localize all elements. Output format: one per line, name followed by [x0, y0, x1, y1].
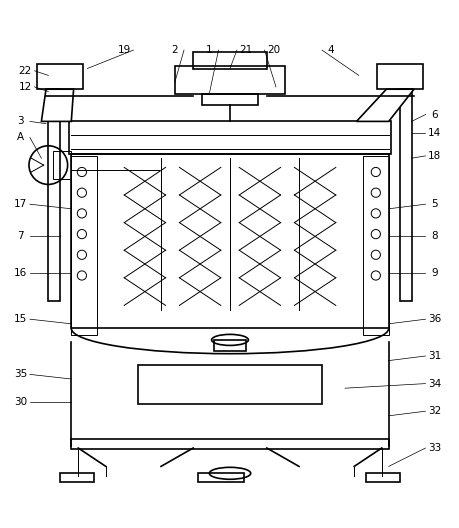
Text: 33: 33	[427, 443, 440, 453]
Text: 35: 35	[14, 370, 27, 380]
Text: 15: 15	[14, 314, 27, 324]
Text: 4: 4	[327, 45, 334, 55]
Text: 34: 34	[427, 379, 440, 389]
Text: 12: 12	[19, 82, 32, 92]
Bar	[71, 439, 388, 449]
Text: 5: 5	[431, 199, 437, 209]
Bar	[138, 365, 321, 404]
Bar	[60, 473, 94, 482]
Text: 14: 14	[427, 128, 440, 138]
Text: 17: 17	[14, 199, 27, 209]
Text: 3: 3	[17, 116, 24, 126]
Bar	[202, 94, 257, 105]
Bar	[48, 89, 60, 301]
Bar	[376, 64, 422, 89]
Text: 21: 21	[239, 45, 252, 55]
Text: 2: 2	[171, 45, 178, 55]
Text: 32: 32	[427, 406, 440, 416]
Text: 8: 8	[431, 231, 437, 241]
Polygon shape	[41, 89, 73, 121]
Text: 30: 30	[14, 397, 27, 407]
Text: 16: 16	[14, 268, 27, 278]
Text: 18: 18	[427, 151, 440, 161]
Text: 36: 36	[427, 314, 440, 324]
Bar	[53, 152, 71, 179]
Text: 9: 9	[431, 268, 437, 278]
Text: 31: 31	[427, 351, 440, 361]
Bar	[363, 156, 388, 335]
Bar	[174, 66, 285, 94]
Bar	[69, 121, 390, 154]
Bar	[193, 52, 266, 69]
Text: 19: 19	[118, 45, 130, 55]
Polygon shape	[356, 89, 413, 121]
Text: 20: 20	[267, 45, 280, 55]
Bar	[197, 473, 243, 482]
Text: A: A	[17, 133, 24, 143]
Bar	[37, 64, 83, 89]
Text: 22: 22	[19, 66, 32, 76]
Text: 6: 6	[431, 109, 437, 119]
Bar	[213, 340, 246, 352]
Bar	[399, 89, 411, 301]
Bar	[71, 154, 388, 328]
Text: 7: 7	[17, 231, 24, 241]
Bar	[365, 473, 399, 482]
Bar	[71, 156, 96, 335]
Text: 1: 1	[206, 45, 212, 55]
